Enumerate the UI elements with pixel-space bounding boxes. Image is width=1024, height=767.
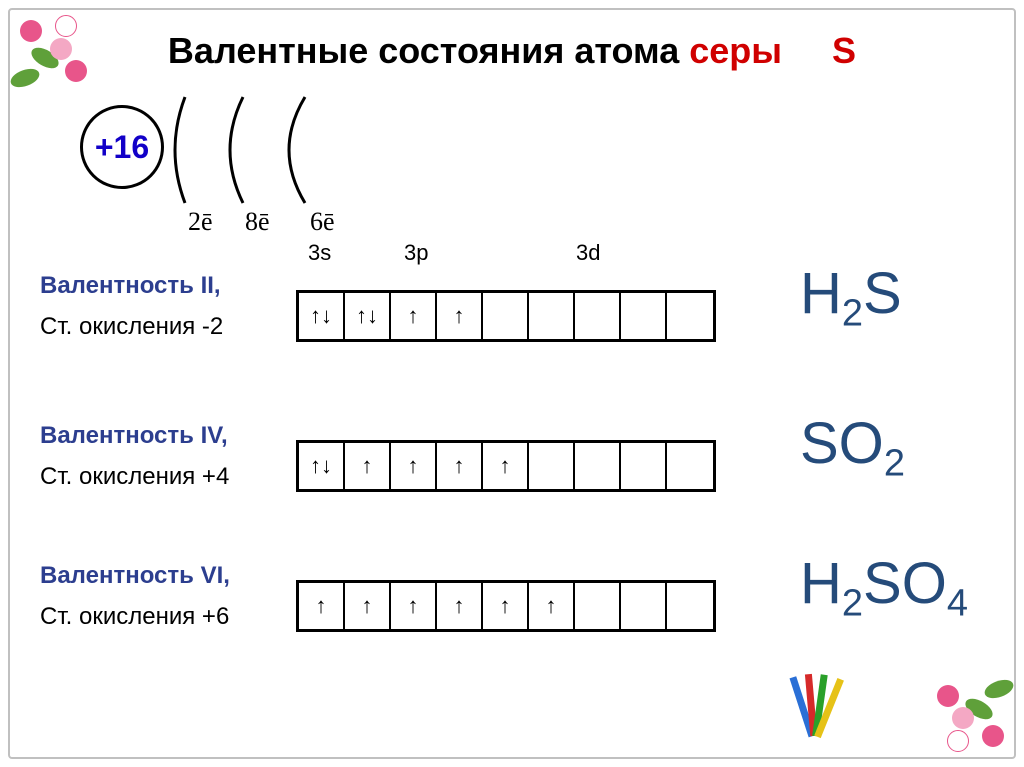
orbital-cell [621,293,667,339]
orbital-cell [667,443,713,489]
title-text-2: серы [689,30,782,71]
orbital-cell: ↑↓ [299,443,345,489]
formula-part: H [800,551,842,616]
orbital-cell: ↑ [483,583,529,629]
orbital-cell: ↑ [483,443,529,489]
valence-text-1: Валентность II, Ст. окисления -2 [40,270,280,342]
valence-label-3: Валентность VI, [40,560,280,591]
title-text-1: Валентные состояния атома [168,30,689,71]
formula-sub: 2 [842,293,863,335]
formula-sub: 2 [842,583,863,625]
valence-text-3: Валентность VI, Ст. окисления +6 [40,560,280,632]
formula-part: SO [863,551,947,616]
flower-icon [50,38,72,60]
decoration-flowers-bottom-right [884,627,1024,767]
shell-label-1: 2ē [188,207,213,237]
formula-part: H [800,261,842,326]
formula-sub: 4 [947,583,968,625]
formula-sub: 2 [884,443,905,485]
oxidation-label-1: Ст. окисления -2 [40,311,280,342]
orbital-cell [575,293,621,339]
formula-1: H2S [800,260,902,336]
flower-icon [947,730,969,752]
orbital-cell: ↑ [345,583,391,629]
formula-part: SO [800,411,884,476]
orbital-cell: ↑ [437,293,483,339]
orbital-cell [483,293,529,339]
orbital-cell: ↑↓ [345,293,391,339]
valence-label-1: Валентность II, [40,270,280,301]
pencils-icon [764,664,874,754]
orbital-cell: ↑ [529,583,575,629]
page-title: Валентные состояния атома серы S [0,30,1024,72]
flower-icon [65,60,87,82]
decoration-pencils [764,664,874,759]
orbital-cell: ↑ [299,583,345,629]
flower-icon [937,685,959,707]
shell-label-2: 8ē [245,207,270,237]
orbital-cell [529,293,575,339]
orbital-strip-2: ↑↓ ↑ ↑ ↑ ↑ [296,440,716,492]
leaf-icon [982,676,1016,701]
orbital-cell [621,443,667,489]
decoration-flowers-top-left [0,0,140,140]
orbital-cell [621,583,667,629]
orbital-cell: ↑ [345,443,391,489]
orbital-strip-3: ↑ ↑ ↑ ↑ ↑ ↑ [296,580,716,632]
orbital-cell: ↑ [391,293,437,339]
title-symbol: S [832,30,856,71]
orbital-cell: ↑ [437,583,483,629]
leaf-icon [8,65,42,90]
formula-part: S [863,261,902,326]
oxidation-label-2: Ст. окисления +4 [40,461,280,492]
sublevel-3d: 3d [576,240,600,266]
orbital-cell [575,583,621,629]
orbital-cell [575,443,621,489]
valence-text-2: Валентность IV, Ст. окисления +4 [40,420,280,492]
orbital-strip-1: ↑↓ ↑↓ ↑ ↑ [296,290,716,342]
formula-3: H2SO4 [800,550,968,626]
valence-label-2: Валентность IV, [40,420,280,451]
orbital-cell [667,583,713,629]
orbital-cell [667,293,713,339]
flower-icon [55,15,77,37]
shell-label-3: 6ē [310,207,335,237]
orbital-cell: ↑ [437,443,483,489]
flower-icon [952,707,974,729]
orbital-cell: ↑↓ [299,293,345,339]
orbital-cell: ↑ [391,583,437,629]
sublevel-3s: 3s [308,240,331,266]
oxidation-label-3: Ст. окисления +6 [40,601,280,632]
orbital-cell [529,443,575,489]
formula-2: SO2 [800,410,905,486]
flower-icon [982,725,1004,747]
flower-icon [20,20,42,42]
orbital-cell: ↑ [391,443,437,489]
sublevel-3p: 3p [404,240,428,266]
